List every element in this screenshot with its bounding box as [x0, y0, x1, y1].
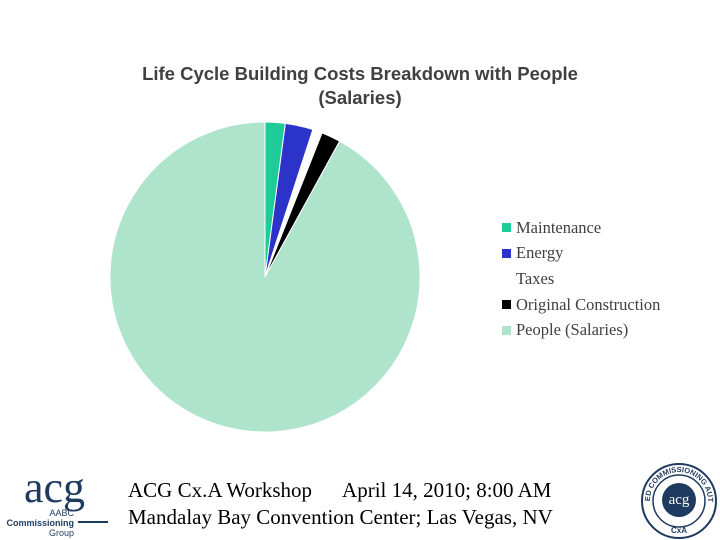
chart-title-line-1: Life Cycle Building Costs Breakdown with…: [142, 63, 578, 84]
legend-item: Taxes: [502, 266, 660, 292]
acg-logo-wordmark: acg: [24, 464, 85, 512]
legend-swatch: [502, 223, 511, 233]
seal-bottom-text: CxA: [671, 526, 687, 535]
legend-swatch: [502, 325, 511, 335]
chart-title: Life Cycle Building Costs Breakdown with…: [100, 62, 620, 110]
acg-logo-sub-3: Group: [49, 528, 74, 538]
legend-swatch: [502, 300, 511, 310]
legend-item: Maintenance: [502, 215, 660, 241]
acg-logo-sub-2: Commissioning: [6, 518, 74, 528]
legend-label: Taxes: [516, 268, 555, 288]
pie-chart: [109, 121, 421, 433]
legend-item: People (Salaries): [502, 317, 660, 343]
legend-label: Maintenance: [516, 217, 602, 237]
legend-label: Energy: [516, 243, 564, 263]
acg-logo-sub-1: AABC: [49, 508, 74, 518]
footer-event: ACG Cx.A Workshop: [128, 478, 313, 502]
footer: ACG Cx.A Workshop April 14, 2010; 8:00 AM…: [128, 477, 553, 531]
chart-title-line-2: (Salaries): [318, 87, 402, 108]
legend-item: Original Construction: [502, 292, 660, 318]
legend-item: Energy: [502, 241, 660, 267]
seal-center-text: acg: [669, 492, 690, 508]
pie-slice-people-salaries: [109, 121, 421, 433]
cxa-seal: CERTIFIED COMMISSIONING AUTHORITY acg Cx…: [640, 462, 717, 539]
chart-legend: Maintenance Energy Taxes Original Construct…: [502, 215, 660, 343]
legend-label: People (Salaries): [516, 320, 629, 340]
footer-date: April 14, 2010; 8:00 AM: [342, 478, 552, 502]
footer-location: Mandalay Bay Convention Center; Las Vega…: [128, 505, 553, 529]
acg-logo: acg AABC Commissioning Group: [6, 464, 108, 538]
legend-label: Original Construction: [516, 294, 661, 314]
legend-swatch: [502, 248, 511, 258]
legend-swatch: [502, 274, 511, 284]
